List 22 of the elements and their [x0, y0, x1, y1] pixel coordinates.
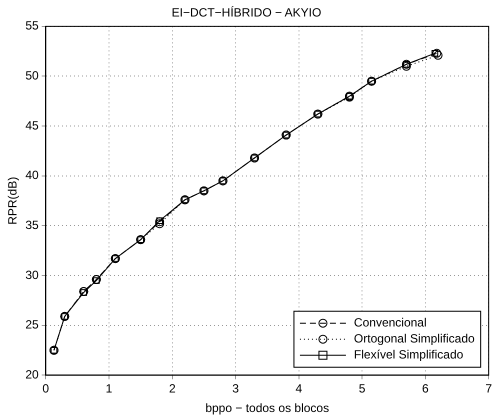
- x-tick-label: 5: [358, 382, 366, 396]
- x-axis-title: bppo − todos os blocos: [205, 401, 330, 416]
- y-axis-title: RPR(dB): [6, 176, 20, 225]
- legend-label: Flexível Simplificado: [354, 348, 464, 362]
- y-tick-label: 30: [25, 268, 40, 282]
- chart-title: EI−DCT−HÍBRIDO − AKYIO: [172, 6, 322, 20]
- x-tick-label: 2: [168, 382, 176, 396]
- y-tick-label: 25: [25, 318, 40, 332]
- y-tick-label: 20: [25, 368, 40, 382]
- y-tick-label: 40: [25, 168, 40, 182]
- x-tick-label: 6: [422, 382, 430, 396]
- x-tick-label: 3: [232, 382, 240, 396]
- y-tick-label: 55: [25, 18, 40, 33]
- x-tick-label: 4: [296, 382, 302, 396]
- x-tick-label: 1: [106, 382, 113, 396]
- legend-label: Ortogonal Simplificado: [354, 332, 475, 346]
- y-tick-label: 50: [25, 68, 40, 83]
- y-tick-label: 35: [25, 218, 40, 232]
- x-tick-label: 7: [485, 382, 492, 396]
- x-tick-label: 0: [42, 382, 50, 396]
- legend-label: Convencional: [354, 316, 427, 330]
- y-tick-label: 45: [25, 118, 40, 132]
